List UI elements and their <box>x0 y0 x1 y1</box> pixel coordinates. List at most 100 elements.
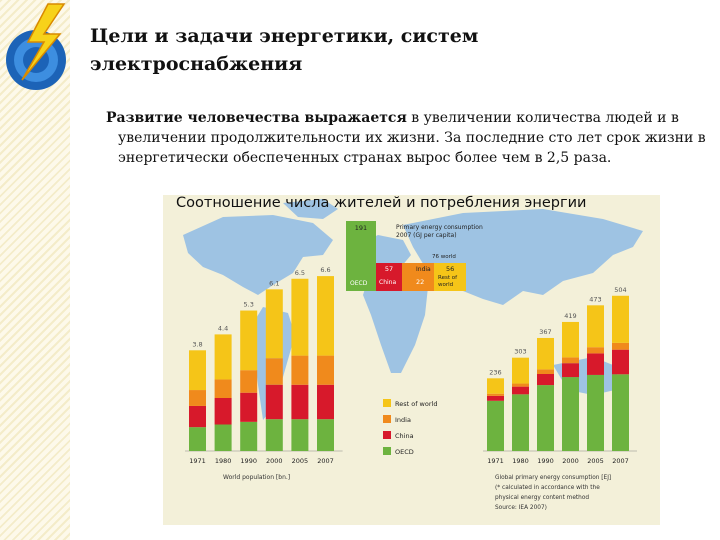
bar-total-label-2000: 419 <box>564 312 576 320</box>
x-tick-label-1980: 1980 <box>512 457 529 465</box>
energy-chart: 236 1971 303 1980 367 1990 419 2000 473 2005 504 20… <box>483 286 637 465</box>
legend-label: OECD <box>395 448 414 456</box>
bar-china-1990 <box>240 392 258 422</box>
bar-rest-of-world-2000 <box>265 289 283 359</box>
bar-china-2007 <box>317 384 334 420</box>
bar-oecd-1980 <box>214 424 232 451</box>
bar-china-2005 <box>291 384 309 420</box>
inset-india-value: 22 <box>416 278 424 286</box>
world-map <box>183 199 643 420</box>
inset-china-bar <box>376 263 402 291</box>
bar-rest-of-world-2005 <box>291 278 309 356</box>
bar-oecd-2000 <box>562 377 579 451</box>
bar-rest-of-world-1990 <box>537 337 554 370</box>
bar-india-2000 <box>265 358 283 385</box>
bar-rest-of-world-1980 <box>512 357 529 384</box>
figure-panel: 191 OECD Primary energy consumption 2007 (G… <box>163 195 660 525</box>
bar-oecd-1990 <box>537 385 554 451</box>
inset-india-label: India <box>416 266 431 273</box>
bar-india-2005 <box>291 355 309 385</box>
bar-oecd-1980 <box>512 394 529 451</box>
slide-title-line1: Цели и задачи энергетики, систем <box>90 25 479 47</box>
inset-row-value: 56 <box>446 265 454 273</box>
population-chart: 3.8 1971 4.4 1980 5.3 1990 6.1 2000 6.5 2005 6.6 20… <box>185 266 343 465</box>
x-tick-label-2000: 2000 <box>562 457 579 465</box>
inset-caption-line: Primary energy consumption <box>396 224 483 231</box>
slide-title-line2: электроснабжения <box>90 53 303 75</box>
bar-china-1971 <box>189 405 206 428</box>
legend-label: India <box>395 416 411 424</box>
bar-total-label-1990: 5.3 <box>244 301 254 309</box>
legend-label: Rest of world <box>395 400 437 408</box>
inset-oecd-value: 191 <box>355 224 367 232</box>
bar-total-label-1980: 4.4 <box>218 324 228 332</box>
bar-oecd-2005 <box>291 419 309 451</box>
x-tick-label-1971: 1971 <box>189 457 206 465</box>
legend-swatch <box>383 447 391 455</box>
inset-row-bar <box>434 263 466 291</box>
inset-row-label-line: world <box>438 282 453 288</box>
inset-row-label-line: Rest of <box>438 275 458 281</box>
bar-rest-of-world-1971 <box>189 350 206 391</box>
bar-india-2005 <box>587 347 604 354</box>
bar-total-label-2005: 473 <box>589 295 601 303</box>
bar-india-1990 <box>240 370 258 393</box>
bar-total-label-1971: 3.8 <box>192 340 202 348</box>
bar-india-2007 <box>317 355 334 385</box>
legend-label: China <box>395 432 414 440</box>
bar-total-label-1971: 236 <box>489 368 501 376</box>
bar-rest-of-world-1980 <box>214 334 232 380</box>
bar-total-label-1980: 303 <box>514 348 526 356</box>
x-tick-label-2007: 2007 <box>612 457 629 465</box>
x-tick-label-2007: 2007 <box>317 457 334 465</box>
bar-china-2005 <box>587 353 604 375</box>
bar-total-label-2007: 6.6 <box>320 266 330 274</box>
bar-rest-of-world-2000 <box>562 321 579 358</box>
decorative-side-stripe <box>0 0 70 540</box>
x-tick-label-1980: 1980 <box>215 457 232 465</box>
right-footnote-line: Global primary energy consumption [EJ] <box>495 475 611 481</box>
x-tick-label-2005: 2005 <box>292 457 309 465</box>
bar-oecd-2005 <box>587 374 604 451</box>
map-landmass-4 <box>363 275 428 373</box>
x-tick-label-1990: 1990 <box>240 457 257 465</box>
slide-body-text: Развитие человечества выражается в увели… <box>106 108 720 168</box>
slide-title: Цели и задачи энергетики, систем электро… <box>90 22 510 78</box>
legend-swatch <box>383 399 391 407</box>
bar-china-2000 <box>265 384 283 420</box>
x-tick-label-2005: 2005 <box>587 457 604 465</box>
x-tick-label-1971: 1971 <box>487 457 504 465</box>
figure-title: Соотношение числа жителей и потребления … <box>176 195 587 211</box>
figure-footnotes: World population [bn.] Global primary ene… <box>223 474 611 511</box>
right-footnote-line: physical energy content method <box>495 495 589 501</box>
bar-total-label-2007: 504 <box>614 286 626 294</box>
body-bold-phrase: Развитие человечества выражается <box>106 110 407 126</box>
bar-oecd-1971 <box>189 427 206 451</box>
bar-rest-of-world-2005 <box>587 305 604 348</box>
inset-oecd-label: OECD <box>350 280 368 287</box>
bar-india-1971 <box>189 390 206 406</box>
bar-china-1971 <box>487 395 504 401</box>
bar-oecd-1971 <box>487 400 504 451</box>
right-footnote-line: Source: IEA 2007) <box>495 505 547 511</box>
inset-caption-line: 2007 (GJ per capita) <box>396 232 457 239</box>
bar-india-1980 <box>214 379 232 398</box>
bar-china-2007 <box>612 349 629 375</box>
x-tick-label-2000: 2000 <box>266 457 283 465</box>
bar-china-1980 <box>512 386 529 395</box>
bar-rest-of-world-1990 <box>240 310 258 371</box>
map-landmass-0 <box>183 215 333 295</box>
body-rest-text: в увеличении количества людей и в увелич… <box>118 110 706 166</box>
bar-china-2000 <box>562 363 579 378</box>
legend-swatch <box>383 431 391 439</box>
bar-oecd-2000 <box>265 419 283 451</box>
bar-india-1980 <box>512 383 529 387</box>
bar-total-label-1990: 367 <box>539 328 551 336</box>
bar-india-2000 <box>562 357 579 364</box>
inset-india-bar <box>402 263 434 291</box>
bar-india-1971 <box>487 393 504 396</box>
inset-china-label: China <box>379 279 396 286</box>
bar-oecd-1990 <box>240 421 258 451</box>
